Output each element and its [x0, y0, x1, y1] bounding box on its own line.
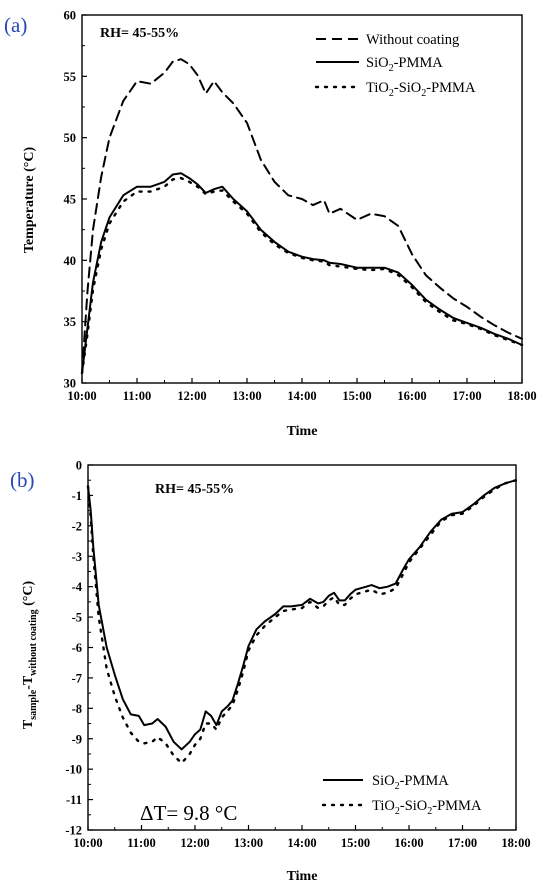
panel-b: (b) 10:00 11:00 12:00 13:00 14:00 15:00 16:00 1… [10, 459, 531, 885]
panel-b-plot-frame [87, 464, 517, 831]
panel-b-y-axis-title: Tsample-Twithout coating (°C) [21, 581, 39, 730]
panel-a-x-tick-label: 16:00 [397, 389, 426, 403]
panel-b-x-tick-label: 17:00 [448, 836, 477, 850]
panel-a: (a) 10:00 11:00 12:00 13:00 14:00 15:00 16:00 1… [4, 9, 537, 440]
panel-b-x-tick-label: 13:00 [234, 836, 263, 850]
panel-a-x-tick-label: 11:00 [123, 389, 151, 403]
panel-b-legend: SiO2-PMMA TiO2-SiO2-PMMA [321, 773, 482, 817]
panel-a-x-axis-title: Time [287, 424, 318, 439]
panel-a-legend: Without coating SiO2-PMMA TiO2-SiO2-PMMA [314, 32, 476, 99]
panel-a-y-tick-label: 55 [64, 70, 77, 84]
panel-a-series-dotted-line [80, 176, 524, 375]
panel-b-ticks: 10:00 11:00 12:00 13:00 14:00 15:00 16:00 17:00… [65, 459, 530, 851]
panel-b-x-tick-label: 16:00 [394, 836, 423, 850]
legend-a-sio2-pmma-label: SiO2-PMMA [366, 55, 443, 74]
panel-b-y-tick-label: -12 [65, 824, 82, 838]
panel-b-y-tick-label: 0 [76, 459, 82, 473]
panel-b-x-tick-label: 18:00 [501, 836, 530, 850]
panel-a-y-tick-label: 40 [64, 254, 77, 268]
panel-b-y-tick-label: -6 [72, 641, 82, 655]
panel-a-y-tick-label: 35 [64, 315, 77, 329]
panel-b-x-tick-label: 10:00 [73, 836, 102, 850]
panel-b-y-tick-label: -10 [65, 763, 82, 777]
panel-b-y-tick-label: -4 [72, 580, 83, 594]
panel-a-rh-annotation: RH= 45-55% [100, 26, 179, 41]
panel-b-delta-t-annotation: ΔT= 9.8 °C [140, 801, 237, 825]
panel-a-y-axis-title: Temperature (°C) [22, 147, 37, 254]
panel-a-series [80, 58, 524, 375]
panel-b-series [86, 479, 518, 765]
panel-a-series-dashed-line [81, 58, 523, 375]
panel-b-y-tick-label: -2 [72, 519, 82, 533]
legend-a-without-coating-label: Without coating [366, 32, 459, 48]
panel-a-y-tick-label: 30 [64, 377, 77, 391]
legend-a-tio2-sio2-pmma-label: TiO2-SiO2-PMMA [366, 80, 476, 99]
legend-b-sio2-pmma-label: SiO2-PMMA [372, 773, 449, 792]
panel-a-label: (a) [4, 13, 27, 37]
panel-b-x-tick-label: 15:00 [341, 836, 370, 850]
panel-b-y-tick-label: -1 [72, 489, 82, 503]
panel-b-y-tick-label: -5 [72, 611, 82, 625]
panel-a-x-tick-label: 14:00 [287, 389, 316, 403]
panel-a-x-tick-label: 18:00 [507, 389, 536, 403]
panel-b-y-tick-label: -3 [72, 550, 82, 564]
panel-b-x-tick-label: 12:00 [180, 836, 209, 850]
panel-a-y-tick-label: 45 [64, 193, 77, 207]
panel-b-series-solid-line [87, 479, 517, 751]
panel-a-ticks: 10:00 11:00 12:00 13:00 14:00 15:00 16:00 17:00… [64, 9, 537, 404]
panel-b-y-tick-label: -7 [72, 671, 82, 685]
panel-b-y-tick-label: -8 [72, 702, 82, 716]
panel-a-y-tick-label: 60 [64, 9, 77, 23]
panel-b-y-tick-label: -11 [66, 793, 82, 807]
panel-b-rh-annotation: RH= 45-55% [155, 482, 234, 497]
panel-a-x-tick-label: 17:00 [452, 389, 481, 403]
panel-a-x-tick-label: 13:00 [232, 389, 261, 403]
panel-a-series-solid-line [81, 172, 523, 375]
panel-b-y-tick-label: -9 [72, 732, 82, 746]
legend-b-tio2-sio2-pmma-label: TiO2-SiO2-PMMA [372, 798, 482, 817]
panel-b-x-tick-label: 11:00 [127, 836, 155, 850]
panel-a-y-tick-label: 50 [64, 131, 77, 145]
panel-a-x-tick-label: 15:00 [342, 389, 371, 403]
panel-b-series-dotted-line [86, 479, 518, 765]
panel-b-x-axis-title: Time [287, 869, 318, 884]
panel-b-label: (b) [10, 468, 35, 492]
panel-a-x-tick-label: 10:00 [67, 389, 96, 403]
panel-b-x-tick-label: 14:00 [287, 836, 316, 850]
panel-a-x-tick-label: 12:00 [177, 389, 206, 403]
